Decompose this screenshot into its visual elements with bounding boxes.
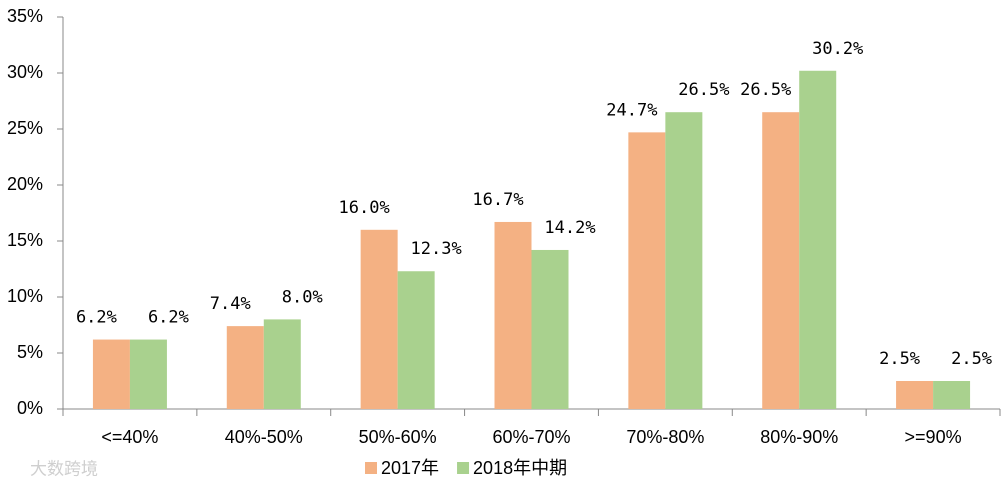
value-label: 7.4% (210, 294, 251, 314)
value-label: 14.2% (544, 218, 595, 238)
bar (92, 339, 130, 409)
y-tick-label: 10% (7, 286, 43, 306)
x-tick-label: <=40% (101, 427, 158, 447)
x-tick-label: 70%-80% (626, 427, 704, 447)
legend-label: 2018年中期 (473, 458, 567, 478)
legend-swatch (457, 462, 470, 474)
value-label: 24.7% (606, 100, 657, 120)
legend-label: 2017年 (381, 458, 439, 478)
y-tick-label: 20% (7, 174, 43, 194)
x-tick-label: 80%-90% (760, 427, 838, 447)
y-tick-label: 30% (7, 62, 43, 82)
value-label: 2.5% (951, 349, 992, 369)
legend-swatch (365, 462, 377, 474)
y-tick-label: 25% (7, 118, 43, 138)
x-tick-label: 50%-60% (359, 427, 437, 447)
bar (628, 132, 666, 410)
bar (129, 339, 167, 409)
bar (665, 112, 703, 409)
bar (494, 221, 532, 409)
bar (933, 381, 971, 409)
bar (531, 249, 569, 409)
value-label: 2.5% (879, 349, 920, 369)
bar (762, 112, 800, 409)
x-tick-label: 40%-50% (225, 427, 303, 447)
value-label: 30.2% (812, 39, 863, 59)
bar (226, 326, 264, 409)
value-label: 12.3% (411, 239, 462, 259)
value-label: 16.7% (472, 190, 523, 210)
value-label: 6.2% (148, 308, 189, 328)
bar (397, 271, 435, 409)
y-tick-label: 15% (7, 230, 43, 250)
bar (360, 229, 398, 409)
x-tick-label: >=90% (905, 427, 962, 447)
bar (799, 70, 837, 409)
y-tick-label: 0% (17, 398, 43, 418)
value-label: 6.2% (76, 308, 117, 328)
value-label: 26.5% (740, 80, 791, 100)
y-tick-label: 35% (7, 6, 43, 26)
bar (896, 381, 934, 409)
value-label: 26.5% (678, 80, 729, 100)
x-tick-label: 60%-70% (492, 427, 570, 447)
value-label: 16.0% (339, 198, 390, 218)
bar (263, 319, 301, 409)
value-label: 8.0% (282, 287, 323, 307)
watermark: 大数跨境 (30, 459, 98, 478)
y-tick-label: 5% (17, 342, 43, 362)
